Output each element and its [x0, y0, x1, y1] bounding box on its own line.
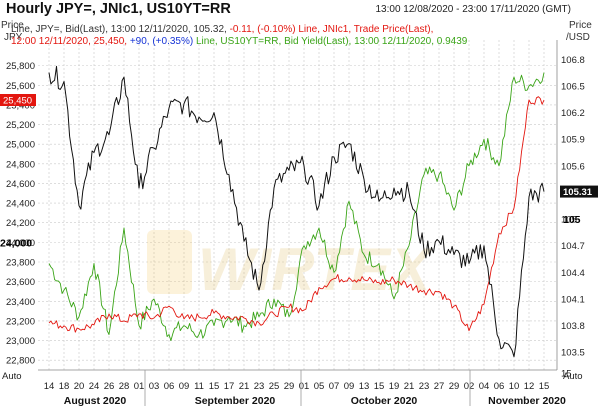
right-tick-label: 106.8 [561, 55, 585, 66]
x-tick-label: 19 [389, 381, 400, 392]
series-line-us10y [48, 72, 545, 342]
x-tick-label: 25 [269, 381, 280, 392]
date-range: 13:00 12/08/2020 - 23:00 17/11/2020 (GMT… [375, 4, 571, 15]
x-tick-label: 03 [149, 381, 160, 392]
watermark: WIRTEX [147, 230, 434, 303]
right-value-marker [560, 185, 598, 198]
left-bold-tick: 24,000 [0, 237, 32, 249]
series-lines [48, 65, 545, 358]
chart-title: Hourly JPY=, JNIc1, US10YT=RR [6, 1, 231, 17]
left-tick-label: 25,600 [6, 81, 35, 92]
right-tick-label: 104.7 [561, 241, 585, 252]
x-tick-label: 05 [314, 381, 325, 392]
right-tick-label: 104.1 [561, 294, 585, 305]
x-tick-label: 04 [479, 381, 490, 392]
right-bold-tick: 105 [563, 214, 581, 226]
right-tick-label: 106.2 [561, 108, 585, 119]
x-tick-label: 17 [224, 381, 235, 392]
legend-line2: 12:00 12/11/2020, 25,450, +90, (+0.35%) … [11, 36, 468, 47]
x-tick-label: 09 [179, 381, 190, 392]
series-line-jpy [48, 65, 545, 358]
x-tick-label: 29 [284, 381, 295, 392]
left-tick-label: 25,200 [6, 120, 35, 131]
month-label: August 2020 [64, 395, 127, 407]
left-tick-label: 23,200 [6, 316, 35, 327]
right-axis-header-unit: /USD [566, 32, 590, 43]
right-tick-label: 15 [561, 369, 572, 380]
right-tick-label: 105.9 [561, 135, 585, 146]
left-tick-label: 25,800 [6, 61, 35, 72]
x-tick-label: 21 [404, 381, 415, 392]
x-tick-label: 06 [494, 381, 505, 392]
x-tick-label: 15 [209, 381, 220, 392]
right-tick-label: 105.6 [561, 161, 585, 172]
left-tick-label: 25,000 [6, 140, 35, 151]
x-tick-label: 09 [344, 381, 355, 392]
right-axis-header-price: Price [569, 20, 592, 31]
left-tick-label: 24,200 [6, 218, 35, 229]
left-value-marker-text: 25,450 [3, 96, 32, 107]
watermark-logo-icon [147, 230, 192, 294]
x-tick-label: 24 [89, 381, 100, 392]
left-tick-label: 23,000 [6, 336, 35, 347]
x-tick-label: 02 [464, 381, 475, 392]
x-tick-label: 18 [59, 381, 70, 392]
right-tick-label: 103.8 [561, 321, 585, 332]
x-tick-label: 01 [299, 381, 310, 392]
left-tick-label: 24,600 [6, 179, 35, 190]
x-tick-label: 15 [374, 381, 385, 392]
left-tick-label: 24,400 [6, 199, 35, 210]
x-tick-label: 28 [119, 381, 130, 392]
x-tick-label: 01 [134, 381, 145, 392]
left-axis-header-unit: JPY [4, 32, 23, 43]
watermark-text: WIRTEX [198, 236, 434, 303]
x-tick-label: 11 [194, 381, 204, 392]
x-tick-label: 12 [524, 381, 535, 392]
left-tick-label: 24,000 [6, 238, 35, 249]
axes: 25,80025,60025,40025,20025,00024,80024,6… [0, 40, 598, 407]
legend-line1: Line, JPY=, Bid(Last), 13:00 12/11/2020,… [11, 24, 433, 35]
x-tick-label: 14 [44, 381, 55, 392]
left-tick-label: 23,800 [6, 258, 35, 269]
x-tick-label: 21 [239, 381, 250, 392]
month-label: November 2020 [488, 395, 566, 407]
auto-label: Auto [563, 371, 583, 382]
series-line-nikkei [48, 96, 545, 333]
right-tick-label: 104.4 [561, 268, 585, 279]
x-tick-label: 26 [104, 381, 115, 392]
x-tick-label: 15 [539, 381, 550, 392]
x-tick-label: 10 [509, 381, 520, 392]
auto-label: Auto [2, 371, 22, 382]
left-tick-label: 23,400 [6, 297, 35, 308]
month-label: September 2020 [195, 395, 276, 407]
right-tick-label: 106.5 [561, 81, 585, 92]
left-tick-label: 24,800 [6, 159, 35, 170]
x-tick-label: 13 [359, 381, 370, 392]
x-tick-label: 06 [164, 381, 175, 392]
right-tick-label: 105 [561, 215, 577, 226]
month-label: October 2020 [351, 395, 418, 407]
x-tick-label: 07 [329, 381, 340, 392]
x-tick-label: 29 [449, 381, 460, 392]
right-value-marker-text: 105.31 [563, 187, 593, 198]
x-tick-label: 23 [254, 381, 265, 392]
left-tick-label: 22,800 [6, 356, 35, 367]
left-value-marker [0, 94, 36, 106]
grid-lines [38, 40, 557, 370]
x-tick-label: 20 [74, 381, 85, 392]
right-tick-label: 103.5 [561, 348, 585, 359]
left-axis-header-price: Price [1, 20, 24, 31]
left-tick-label: 23,600 [6, 277, 35, 288]
x-tick-label: 27 [434, 381, 445, 392]
x-tick-label: 23 [419, 381, 430, 392]
